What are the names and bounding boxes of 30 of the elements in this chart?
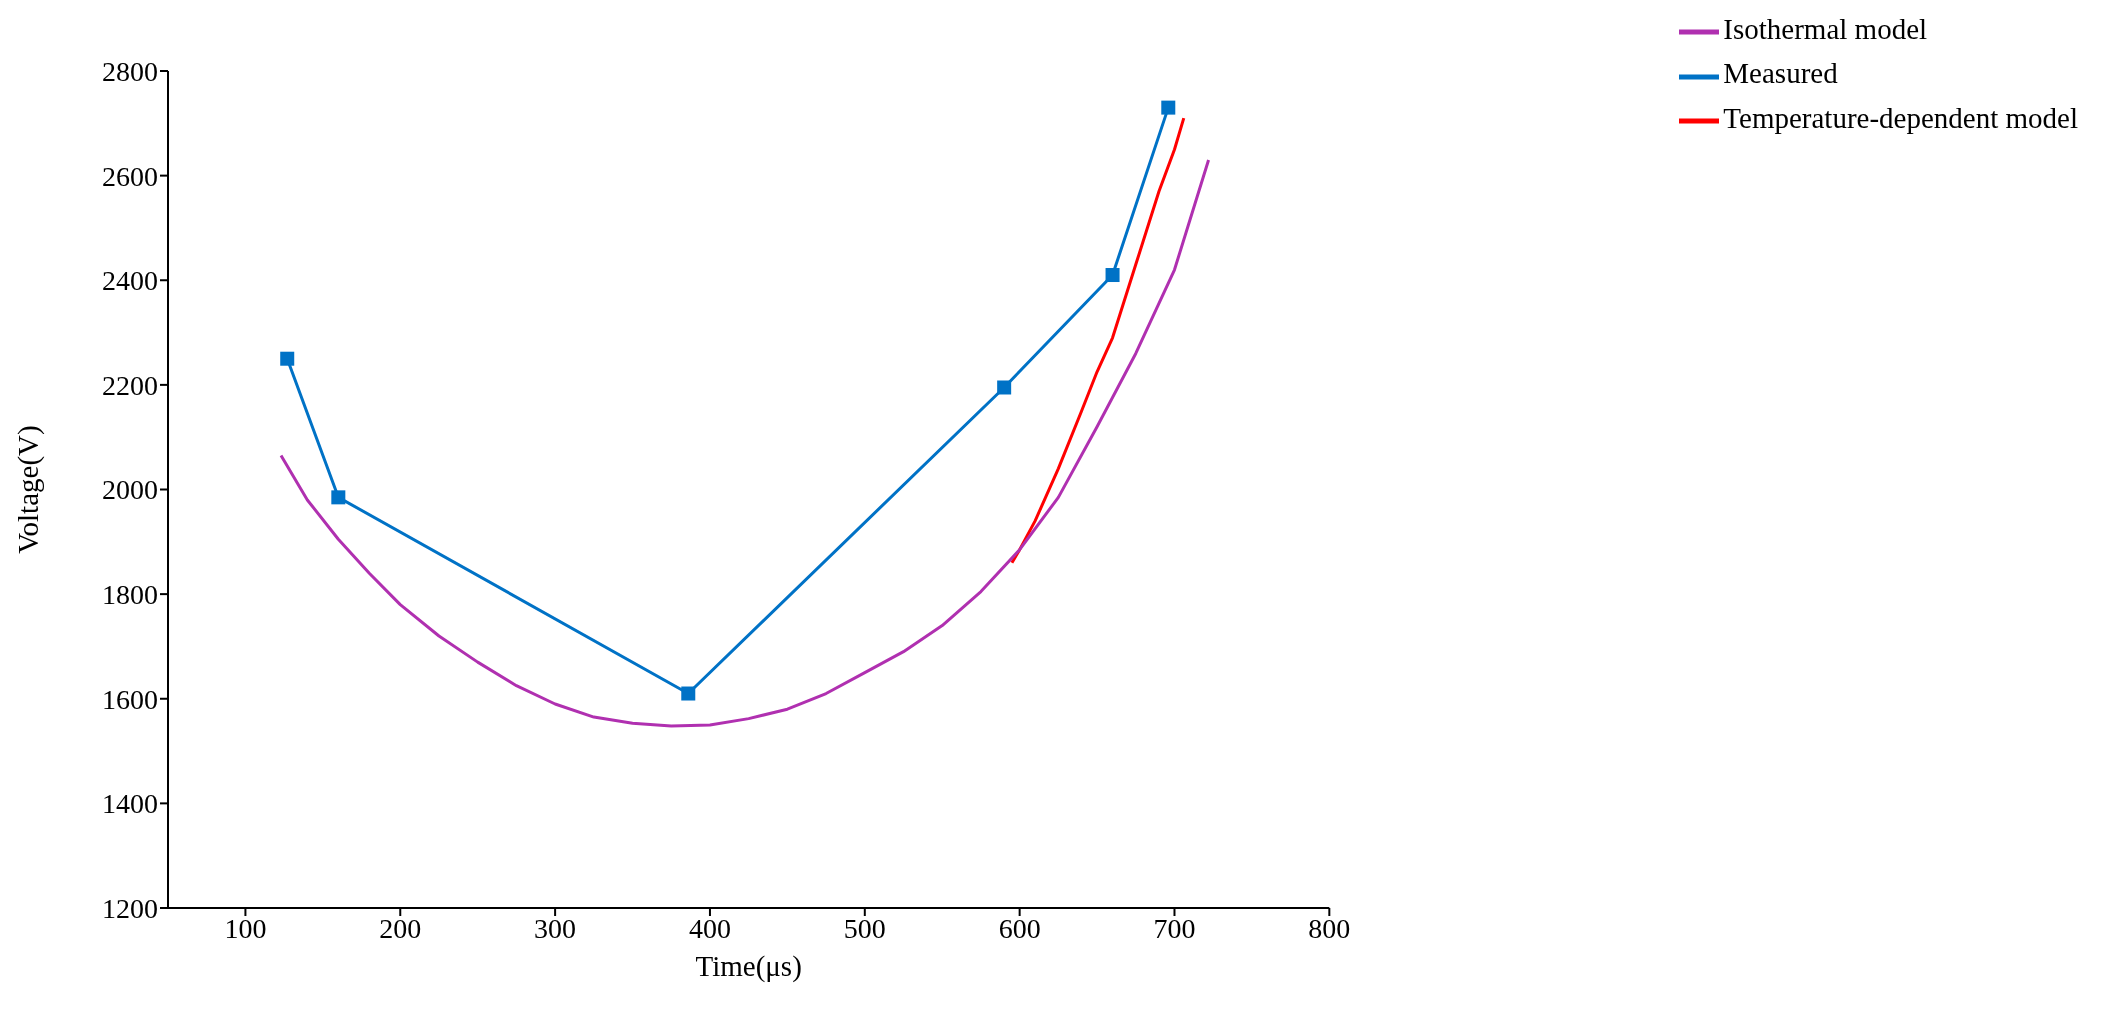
x-tick-label: 700 — [1153, 912, 1196, 944]
y-tick-label: 2600 — [102, 160, 158, 192]
y-tick-label: 1800 — [102, 579, 158, 611]
point — [997, 380, 1012, 395]
point — [1105, 268, 1120, 283]
point — [681, 686, 696, 701]
legend-label: Measured — [1723, 57, 1838, 90]
line-series — [279, 158, 1211, 728]
y-tick-label: 2200 — [102, 369, 158, 401]
legend-label: Isothermal model — [1723, 13, 1928, 45]
legend-label: Temperature-dependent model — [1723, 101, 2078, 134]
point — [331, 490, 346, 505]
y-axis-title: Voltage(V) — [12, 425, 46, 554]
y-tick-label: 1600 — [102, 683, 158, 715]
y-tick-label: 2000 — [102, 474, 158, 506]
x-tick-label: 100 — [224, 912, 267, 944]
x-tick-label: 500 — [843, 912, 886, 944]
x-tick-label: 400 — [688, 912, 731, 944]
point — [1161, 100, 1176, 115]
x-tick-label: 800 — [1308, 912, 1351, 944]
y-tick-label: 2800 — [102, 55, 158, 87]
y-tick-label: 1200 — [102, 892, 158, 924]
x-axis-title: Time(μs) — [695, 950, 802, 983]
line-series — [1010, 116, 1186, 565]
x-tick-label: 200 — [379, 912, 422, 944]
y-tick-label: 1400 — [102, 788, 158, 820]
x-tick-label: 300 — [534, 912, 577, 944]
point — [280, 351, 295, 366]
y-tick-label: 2400 — [102, 265, 158, 297]
x-tick-label: 600 — [998, 912, 1041, 944]
